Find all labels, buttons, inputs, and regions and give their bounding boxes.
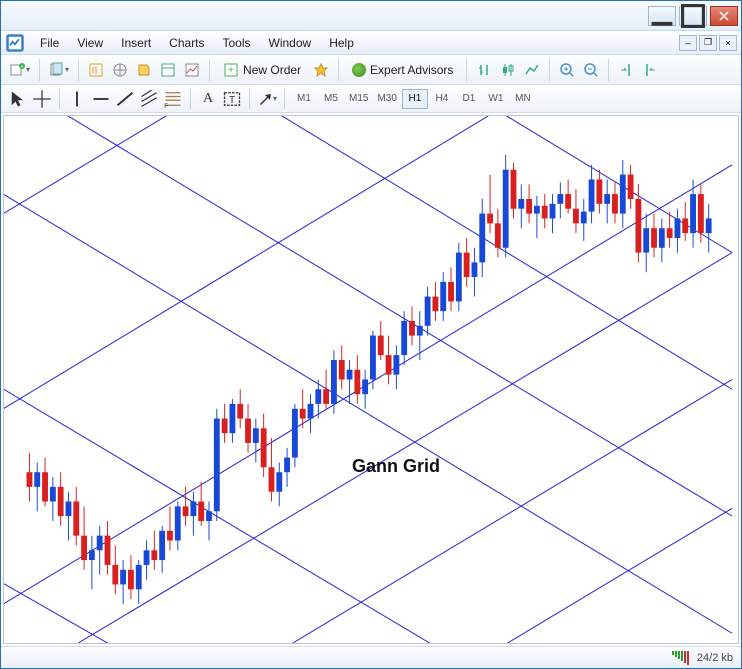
toolbar-main: +▾ ▾ + New Order Expert Advisors (1, 55, 741, 85)
arrows-button[interactable]: ▾ (256, 88, 278, 110)
app-window: FileViewInsertChartsToolsWindowHelp – ❐ … (0, 0, 742, 669)
svg-text:F: F (164, 102, 168, 108)
trendline-button[interactable] (114, 88, 136, 110)
statusbar: 24/2 kb (1, 646, 741, 668)
candle-chart-button[interactable] (497, 59, 519, 81)
chart-shift-button[interactable] (639, 59, 661, 81)
new-chart-button[interactable]: +▾ (7, 59, 33, 81)
svg-text:+: + (228, 65, 234, 76)
menu-window[interactable]: Window (260, 33, 321, 53)
timeframe-m30[interactable]: M30 (373, 89, 400, 109)
mdi-controls: – ❐ × (679, 35, 737, 51)
minimize-button[interactable] (648, 6, 676, 26)
timeframe-m15[interactable]: M15 (345, 89, 372, 109)
new-order-button[interactable]: + New Order (216, 59, 308, 81)
timeframe-w1[interactable]: W1 (483, 89, 509, 109)
toolbar-drawing: F A T ▾ M1M5M15M30H1H4D1W1MN (1, 85, 741, 113)
text-button[interactable]: A (197, 88, 219, 110)
line-chart-button[interactable] (521, 59, 543, 81)
titlebar (1, 1, 741, 31)
ea-label: Expert Advisors (370, 63, 453, 77)
menubar: FileViewInsertChartsToolsWindowHelp – ❐ … (1, 31, 741, 55)
mdi-minimize-button[interactable]: – (679, 35, 697, 51)
mdi-close-button[interactable]: × (719, 35, 737, 51)
vertical-line-button[interactable] (66, 88, 88, 110)
menu-file[interactable]: File (31, 33, 68, 53)
menu-help[interactable]: Help (320, 33, 363, 53)
zoom-out-button[interactable] (580, 59, 602, 81)
close-button[interactable] (710, 6, 738, 26)
chart-area[interactable]: Gann Grid (3, 115, 739, 644)
menu-charts[interactable]: Charts (160, 33, 213, 53)
metaquotes-button[interactable] (310, 59, 332, 81)
menu-insert[interactable]: Insert (112, 33, 160, 53)
navigator-button[interactable] (109, 59, 131, 81)
svg-text:+: + (21, 64, 24, 70)
timeframe-m1[interactable]: M1 (291, 89, 317, 109)
menu-tools[interactable]: Tools (214, 33, 260, 53)
new-order-label: New Order (243, 63, 301, 77)
timeframe-d1[interactable]: D1 (456, 89, 482, 109)
ea-icon (352, 63, 366, 77)
terminal-button[interactable] (133, 59, 155, 81)
horizontal-line-button[interactable] (90, 88, 112, 110)
timeframe-mn[interactable]: MN (510, 89, 536, 109)
menu-view[interactable]: View (68, 33, 112, 53)
text-label-button[interactable]: T (221, 88, 243, 110)
profiles-button[interactable]: ▾ (46, 59, 72, 81)
channel-button[interactable] (138, 88, 160, 110)
crosshair-button[interactable] (31, 88, 53, 110)
connection-status: 24/2 kb (697, 652, 733, 664)
auto-scroll-button[interactable] (615, 59, 637, 81)
zoom-in-button[interactable] (556, 59, 578, 81)
cursor-button[interactable] (7, 88, 29, 110)
data-window-button[interactable] (157, 59, 179, 81)
strategy-tester-button[interactable] (181, 59, 203, 81)
app-icon (5, 34, 25, 52)
chart-canvas (4, 116, 738, 643)
timeframe-m5[interactable]: M5 (318, 89, 344, 109)
chart-annotation-label: Gann Grid (352, 456, 440, 477)
market-watch-button[interactable] (85, 59, 107, 81)
svg-text:T: T (229, 94, 235, 105)
maximize-button[interactable] (679, 6, 707, 26)
connection-signal-icon (672, 651, 689, 665)
timeframe-h1[interactable]: H1 (402, 89, 428, 109)
bar-chart-button[interactable] (473, 59, 495, 81)
expert-advisors-button[interactable]: Expert Advisors (345, 59, 460, 81)
fibonacci-button[interactable]: F (162, 88, 184, 110)
timeframe-h4[interactable]: H4 (429, 89, 455, 109)
mdi-restore-button[interactable]: ❐ (699, 35, 717, 51)
